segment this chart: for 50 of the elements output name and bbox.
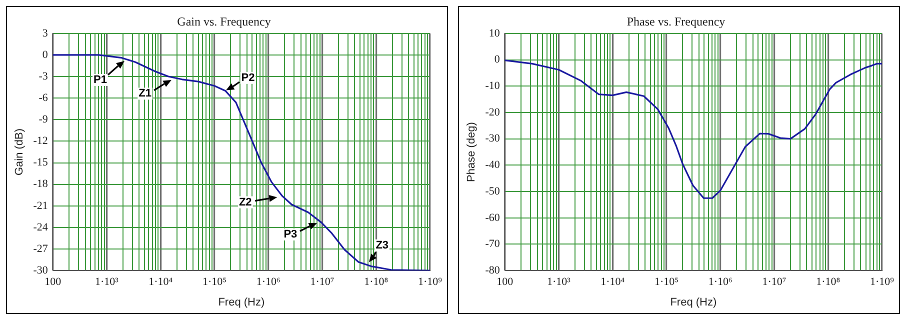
y-tick-label: -12 bbox=[33, 135, 48, 148]
x-tick-label: 1·10⁴ bbox=[600, 276, 625, 288]
x-tick-label: 1·10⁹ bbox=[870, 276, 894, 288]
annotation: Z2 bbox=[238, 196, 252, 208]
y-tick-label: -9 bbox=[38, 114, 48, 126]
y-tick-label: -15 bbox=[33, 156, 48, 169]
x-tick-label: 1·10⁸ bbox=[364, 276, 388, 288]
y-tick-label: -80 bbox=[485, 264, 500, 276]
annotation: Z1 bbox=[138, 88, 152, 100]
y-tick-label: -50 bbox=[485, 185, 500, 198]
x-tick-label: 100 bbox=[496, 276, 514, 288]
annotation: P1 bbox=[93, 74, 107, 86]
chart-title: Phase vs. Frequency bbox=[626, 14, 726, 28]
y-axis-title: Gain (dB) bbox=[14, 128, 26, 176]
x-tick-label: 1·10⁴ bbox=[148, 276, 173, 288]
y-tick-label: -40 bbox=[485, 159, 500, 172]
x-tick-label: 1·10⁶ bbox=[708, 276, 733, 288]
x-tick-label: 1·10⁷ bbox=[310, 276, 334, 288]
annotation: P2 bbox=[241, 72, 255, 84]
y-tick-label: -60 bbox=[485, 212, 500, 224]
x-tick-label: 1·10⁶ bbox=[256, 276, 281, 288]
chart-title: Gain vs. Frequency bbox=[177, 14, 271, 28]
y-tick-label: -21 bbox=[33, 200, 48, 212]
y-tick-label: 3 bbox=[42, 27, 48, 40]
x-tick-label: 1·10⁵ bbox=[654, 276, 679, 288]
x-tick-label: 1·10³ bbox=[95, 276, 120, 288]
y-tick-label: -27 bbox=[33, 242, 48, 255]
y-tick-label: 0 bbox=[42, 48, 48, 61]
y-tick-label: 0 bbox=[494, 54, 500, 66]
x-tick-label: 1·10⁸ bbox=[816, 276, 840, 288]
y-tick-label: -10 bbox=[485, 80, 500, 92]
x-axis-title: Freq (Hz) bbox=[218, 296, 265, 308]
y-tick-label: 10 bbox=[488, 27, 500, 40]
annotation: P3 bbox=[284, 228, 298, 240]
annotation: Z3 bbox=[376, 239, 389, 252]
y-tick-label: -70 bbox=[485, 238, 500, 250]
x-tick-label: 100 bbox=[44, 276, 62, 288]
y-tick-label: -20 bbox=[485, 106, 500, 118]
x-tick-label: 1·10⁷ bbox=[762, 276, 786, 288]
x-tick-label: 1·10⁹ bbox=[418, 276, 442, 288]
y-tick-label: -30 bbox=[33, 264, 48, 276]
x-axis-title: Freq (Hz) bbox=[670, 296, 717, 308]
x-tick-label: 1·10⁵ bbox=[202, 276, 227, 288]
y-tick-label: -3 bbox=[38, 70, 48, 82]
y-axis-title: Phase (deg) bbox=[466, 122, 478, 182]
y-tick-label: -6 bbox=[38, 92, 48, 104]
y-tick-label: -24 bbox=[33, 221, 48, 234]
y-tick-label: -18 bbox=[33, 178, 48, 190]
x-tick-label: 1·10³ bbox=[547, 276, 572, 288]
y-tick-label: -30 bbox=[485, 132, 500, 145]
